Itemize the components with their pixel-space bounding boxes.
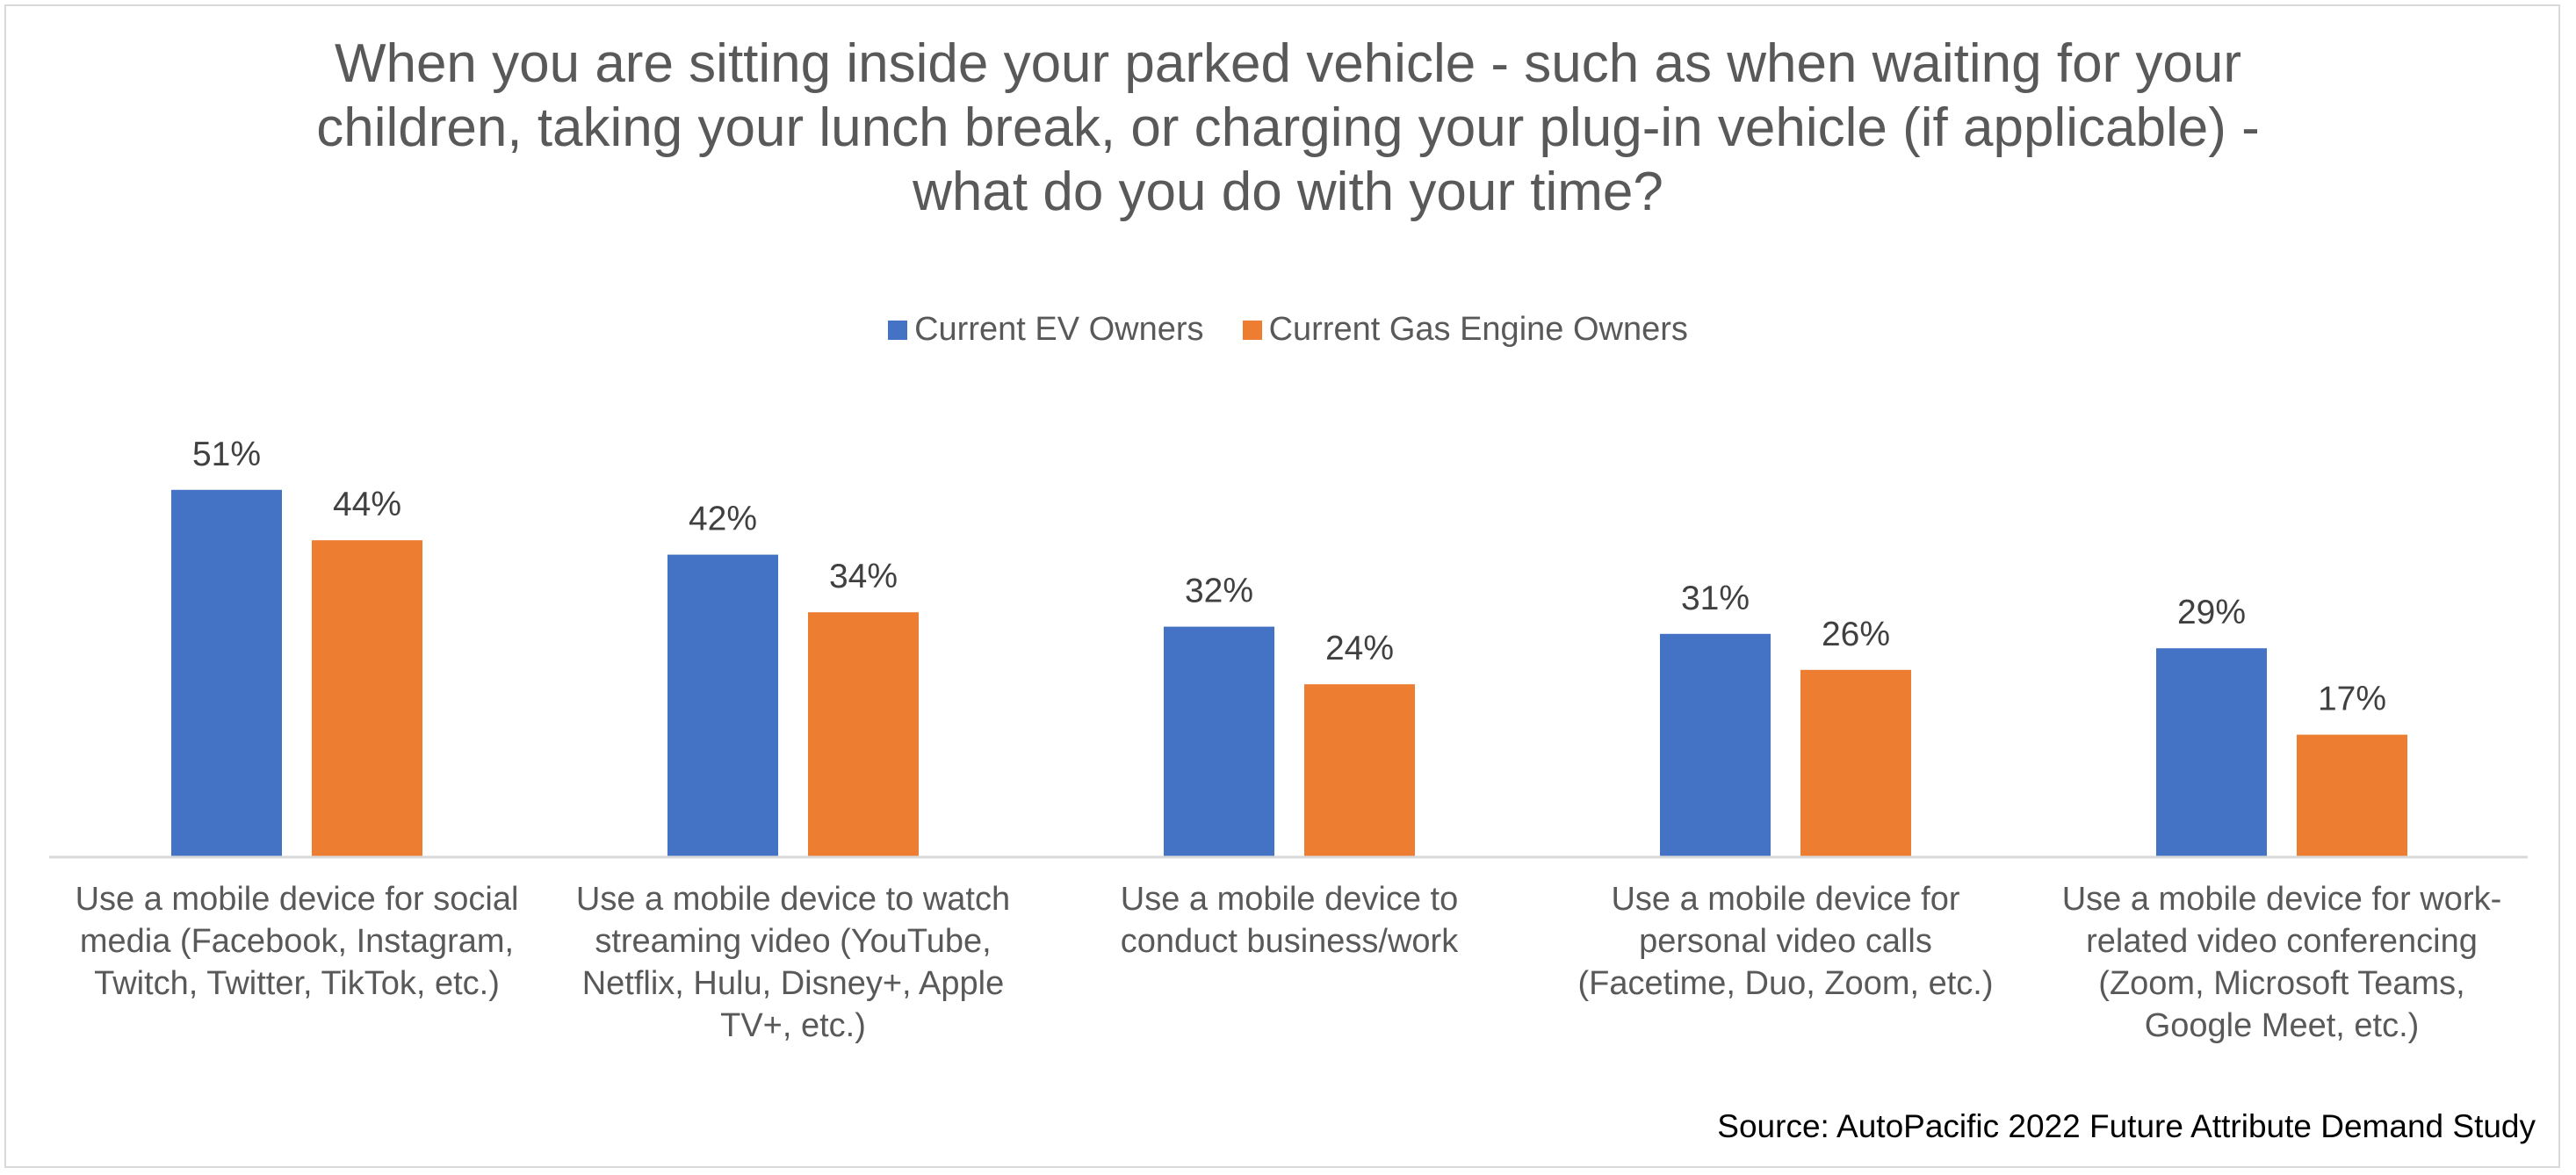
- data-label-gas-3: 24%: [1325, 630, 1394, 667]
- category-label-line: Google Meet, etc.): [2144, 1007, 2420, 1044]
- data-label-ev-2: 42%: [689, 501, 757, 538]
- category-label-line: related video conferencing: [2086, 923, 2478, 960]
- legend-swatch-ev: [888, 320, 908, 340]
- data-label-ev-1: 51%: [192, 436, 261, 473]
- chart-frame: [4, 4, 2560, 1168]
- data-label-ev-4: 31%: [1681, 580, 1750, 617]
- category-label-line: conduct business/work: [1120, 923, 1459, 960]
- category-label-4: Use a mobile device for personal video ca…: [1540, 878, 2031, 1005]
- category-label-line: Use a mobile device to watch: [575, 881, 1011, 918]
- legend-swatch-gas: [1242, 320, 1262, 340]
- category-label-line: Twitch, Twitter, TikTok, etc.): [94, 965, 500, 1002]
- category-label-2: Use a mobile device to watch streaming vi…: [547, 878, 1039, 1047]
- category-label-line: Use a mobile device for social: [75, 881, 519, 918]
- chart-title-line: When you are sitting inside your parked …: [334, 33, 2242, 94]
- bar-ev-4[interactable]: [1660, 633, 1771, 857]
- category-label-line: TV+, etc.): [720, 1007, 866, 1044]
- chart-legend: Current EV Owners Current Gas Engine Own…: [0, 311, 2576, 349]
- chart-title: When you are sitting inside your parked …: [0, 32, 2576, 224]
- data-label-gas-5: 17%: [2318, 681, 2386, 718]
- bar-ev-1[interactable]: [171, 489, 282, 857]
- category-label-line: (Zoom, Microsoft Teams,: [2098, 965, 2465, 1002]
- bar-gas-1[interactable]: [312, 540, 422, 857]
- bar-gas-4[interactable]: [1800, 669, 1911, 857]
- chart-title-line: what do you do with your time?: [913, 162, 1663, 222]
- data-label-gas-1: 44%: [333, 486, 401, 523]
- category-label-1: Use a mobile device for social media (Fac…: [51, 878, 543, 1005]
- category-label-line: Use a mobile device for: [1611, 881, 1960, 918]
- bars-layer: [171, 489, 2407, 857]
- bar-gas-3[interactable]: [1304, 684, 1415, 857]
- bar-gas-5[interactable]: [2297, 734, 2407, 857]
- chart-title-line: children, taking your lunch break, or ch…: [316, 97, 2260, 158]
- data-label-ev-3: 32%: [1185, 573, 1253, 610]
- category-label-5: Use a mobile device for work-related vid…: [2036, 878, 2528, 1047]
- data-label-ev-5: 29%: [2177, 594, 2246, 631]
- category-label-line: (Facetime, Duo, Zoom, etc.): [1577, 965, 1994, 1002]
- data-labels-layer: 51% 44% 42% 34% 32% 24% 31% 26% 29% 17%: [192, 436, 2386, 718]
- legend-label-ev: Current EV Owners: [914, 311, 1204, 348]
- data-label-gas-2: 34%: [829, 558, 898, 595]
- source-note: Source: AutoPacific 2022 Future Attribut…: [1717, 1108, 2536, 1144]
- data-label-gas-4: 26%: [1822, 616, 1890, 653]
- bar-ev-3[interactable]: [1164, 626, 1274, 857]
- bar-ev-5[interactable]: [2156, 648, 2267, 857]
- category-label-line: streaming video (YouTube,: [595, 923, 992, 960]
- category-label-3: Use a mobile device to conduct business/w…: [1043, 878, 1535, 962]
- category-label-line: media (Facebook, Instagram,: [79, 923, 515, 960]
- category-label-line: personal video calls: [1639, 923, 1932, 960]
- category-label-line: Netflix, Hulu, Disney+, Apple: [581, 965, 1005, 1002]
- bar-ev-2[interactable]: [667, 554, 778, 857]
- category-label-line: Use a mobile device to: [1120, 881, 1459, 918]
- bar-gas-2[interactable]: [808, 612, 919, 857]
- category-label-line: Use a mobile device for work-: [2061, 881, 2502, 918]
- legend-item-gas-owners[interactable]: Current Gas Engine Owners: [1242, 311, 1688, 349]
- legend-item-ev-owners[interactable]: Current EV Owners: [888, 311, 1204, 349]
- legend-label-gas: Current Gas Engine Owners: [1268, 311, 1688, 348]
